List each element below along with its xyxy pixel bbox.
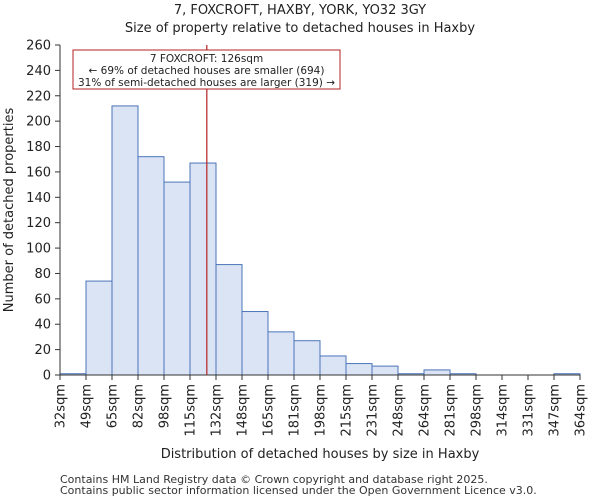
y-axis-label: Number of detached properties xyxy=(2,108,17,313)
y-tick-label: 160 xyxy=(26,165,51,180)
x-axis: 32sqm 49sqm 65sqm 82sqm 98sqm 115sqm 132sqm 148… xyxy=(54,374,589,437)
x-tick-label: 264sqm xyxy=(418,384,433,437)
annotation-line-1: 7 FOXCROFT: 126sqm xyxy=(150,53,263,65)
histogram-bar xyxy=(163,181,191,376)
y-tick-label: 40 xyxy=(34,318,51,333)
x-tick-label: 132sqm xyxy=(210,384,225,437)
y-tick-label: 80 xyxy=(34,267,51,282)
y-tick-label: 120 xyxy=(26,216,51,231)
x-axis-label: Distribution of detached houses by size … xyxy=(161,447,480,462)
histogram-bar xyxy=(215,264,243,376)
x-tick-label: 148sqm xyxy=(236,384,251,437)
footer-line-1: Contains HM Land Registry data © Crown c… xyxy=(60,473,488,486)
x-tick-label: 165sqm xyxy=(262,384,277,437)
y-tick-label: 20 xyxy=(34,343,51,358)
histogram-bar xyxy=(241,311,269,376)
histogram-chart: 0 20 40 60 80 100 120 140 160 180 200 220 240 260 32s… xyxy=(2,39,589,463)
histogram-bar xyxy=(345,363,373,376)
x-tick-label: 198sqm xyxy=(314,384,329,437)
x-tick-label: 331sqm xyxy=(522,384,537,437)
chart-title: 7, FOXCROFT, HAXBY, YORK, YO32 3GY xyxy=(173,3,427,18)
x-tick-label: 49sqm xyxy=(80,384,95,428)
x-tick-label: 248sqm xyxy=(392,384,407,437)
y-tick-label: 260 xyxy=(26,39,51,54)
x-tick-label: 231sqm xyxy=(366,384,381,437)
x-tick-label: 98sqm xyxy=(158,384,173,428)
y-tick-label: 180 xyxy=(26,140,51,155)
histogram-bar xyxy=(137,156,165,376)
x-tick-label: 314sqm xyxy=(496,384,511,437)
x-tick-label: 115sqm xyxy=(184,384,199,437)
annotation-box: 7 FOXCROFT: 126sqm ← 69% of detached hou… xyxy=(72,49,341,90)
x-tick-label: 32sqm xyxy=(54,384,69,428)
bars-group xyxy=(59,105,581,376)
x-tick-label: 347sqm xyxy=(548,384,563,437)
x-tick-label: 65sqm xyxy=(106,384,121,428)
histogram-bar xyxy=(371,365,399,376)
y-tick-label: 220 xyxy=(26,89,51,104)
y-axis: 0 20 40 60 80 100 120 140 160 180 200 220 240 260 xyxy=(26,39,61,384)
x-tick-label: 281sqm xyxy=(444,384,459,437)
histogram-bar xyxy=(111,105,139,376)
y-tick-label: 240 xyxy=(26,64,51,79)
x-tick-label: 298sqm xyxy=(470,384,485,437)
histogram-bar xyxy=(85,280,113,376)
histogram-bar xyxy=(267,331,295,376)
y-tick-label: 60 xyxy=(34,292,51,307)
histogram-bar xyxy=(319,355,347,376)
annotation-line-2: ← 69% of detached houses are smaller (69… xyxy=(89,65,325,77)
histogram-bar xyxy=(423,369,451,376)
x-tick-label: 364sqm xyxy=(574,384,589,437)
y-tick-label: 100 xyxy=(26,242,51,257)
y-tick-label: 200 xyxy=(26,115,51,130)
histogram-bar xyxy=(293,340,321,376)
x-tick-label: 82sqm xyxy=(132,384,147,428)
annotation-line-3: 31% of semi-detached houses are larger (… xyxy=(78,77,335,89)
x-tick-label: 181sqm xyxy=(288,384,303,437)
annotation-border xyxy=(72,49,341,90)
y-tick-label: 0 xyxy=(43,369,51,384)
histogram-bar xyxy=(189,162,217,376)
x-tick-label: 215sqm xyxy=(340,384,355,437)
footer-line-2: Contains public sector information licen… xyxy=(60,484,537,497)
chart-subtitle: Size of property relative to detached ho… xyxy=(124,21,476,36)
y-tick-label: 140 xyxy=(26,191,51,206)
